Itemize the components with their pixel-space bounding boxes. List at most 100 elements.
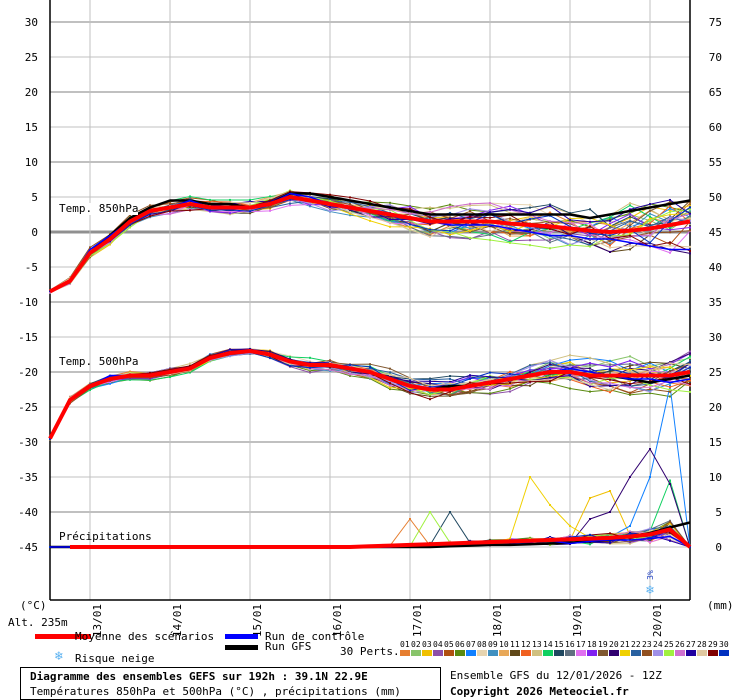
member-point bbox=[309, 203, 311, 206]
right-tick-label: 10 bbox=[709, 471, 722, 484]
member-point bbox=[289, 190, 291, 193]
member-point bbox=[629, 234, 631, 237]
member-point bbox=[229, 213, 231, 216]
member-point bbox=[409, 212, 411, 215]
left-tick-label: -15 bbox=[18, 331, 38, 344]
member-point bbox=[629, 233, 631, 236]
member-point bbox=[509, 235, 511, 238]
member-point bbox=[449, 223, 451, 226]
right-tick-label: 60 bbox=[709, 121, 722, 134]
member-point bbox=[149, 376, 151, 379]
mean-precip-line bbox=[70, 527, 692, 549]
member-point bbox=[269, 199, 271, 202]
member-point bbox=[429, 216, 431, 219]
x-tick-label: 17/01 bbox=[411, 604, 424, 637]
member-point bbox=[409, 518, 411, 520]
member-point bbox=[669, 366, 671, 369]
member-point bbox=[429, 398, 431, 401]
member-point bbox=[609, 218, 611, 221]
member-color-swatch bbox=[433, 650, 443, 656]
member-point bbox=[389, 367, 391, 370]
member-point bbox=[669, 228, 671, 231]
member-point bbox=[569, 221, 571, 224]
member-point bbox=[669, 207, 671, 210]
left-tick-label: 5 bbox=[31, 191, 38, 204]
member-point bbox=[449, 390, 451, 393]
member-point bbox=[229, 198, 231, 201]
member-point bbox=[549, 536, 551, 539]
x-tick-label: 19/01 bbox=[571, 604, 584, 637]
member-point bbox=[569, 233, 571, 236]
member-point bbox=[549, 368, 551, 371]
member-point bbox=[689, 208, 691, 211]
member-point bbox=[629, 392, 631, 395]
member-point bbox=[609, 490, 611, 492]
member-point bbox=[429, 208, 431, 211]
member-point bbox=[609, 242, 611, 245]
member-point bbox=[689, 211, 691, 214]
member-point bbox=[269, 356, 271, 359]
member-point bbox=[609, 362, 611, 365]
member-point bbox=[369, 219, 371, 222]
member-point bbox=[669, 243, 671, 246]
member-point bbox=[529, 378, 531, 381]
member-point bbox=[569, 534, 571, 537]
member-point bbox=[569, 218, 571, 221]
member-point bbox=[629, 248, 631, 251]
member-point bbox=[629, 244, 631, 247]
member-point bbox=[669, 388, 671, 391]
member-color-swatch bbox=[675, 650, 685, 656]
member-point bbox=[589, 366, 591, 369]
right-tick-label: 65 bbox=[709, 86, 722, 99]
member-point bbox=[449, 217, 451, 220]
member-point bbox=[369, 373, 371, 376]
member-point bbox=[569, 230, 571, 233]
member-point bbox=[489, 378, 491, 381]
member-point bbox=[349, 203, 351, 206]
snow-risk-label: 3% bbox=[646, 570, 655, 580]
member-point bbox=[629, 525, 631, 527]
member-point bbox=[549, 367, 551, 370]
member-point bbox=[549, 222, 551, 225]
member-t500-line bbox=[49, 348, 691, 440]
member-point bbox=[609, 246, 611, 249]
legend-mean-label: Moyenne des scénarios bbox=[75, 630, 215, 643]
left-tick-label: -40 bbox=[18, 506, 38, 519]
member-point bbox=[269, 350, 271, 353]
snow-risk-icon: ❄ bbox=[645, 583, 654, 598]
member-point bbox=[469, 376, 471, 379]
legend-snow-label: Risque neige bbox=[75, 652, 155, 665]
member-color-swatch bbox=[609, 650, 619, 656]
member-point bbox=[569, 236, 571, 239]
member-point bbox=[109, 381, 111, 384]
altitude-label: Alt. 235m bbox=[8, 616, 68, 629]
member-point bbox=[429, 233, 431, 236]
member-color-swatch bbox=[521, 650, 531, 656]
member-point bbox=[369, 363, 371, 366]
right-tick-label: 0 bbox=[715, 541, 722, 554]
member-point bbox=[609, 533, 611, 536]
member-point bbox=[509, 203, 511, 206]
member-color-swatch bbox=[455, 650, 465, 656]
member-point bbox=[669, 206, 671, 209]
member-point bbox=[629, 540, 631, 543]
member-point bbox=[609, 532, 611, 535]
member-point bbox=[249, 210, 251, 213]
member-point bbox=[529, 476, 531, 478]
member-point bbox=[429, 227, 431, 230]
member-point bbox=[629, 530, 631, 533]
member-point bbox=[609, 250, 611, 253]
member-point bbox=[449, 394, 451, 397]
member-point bbox=[629, 215, 631, 218]
member-point bbox=[569, 374, 571, 377]
member-point bbox=[649, 367, 651, 370]
member-point bbox=[569, 387, 571, 390]
member-point bbox=[549, 211, 551, 214]
label-precip: Précipitations bbox=[59, 530, 152, 543]
member-point bbox=[109, 382, 111, 385]
right-tick-label: 50 bbox=[709, 191, 722, 204]
member-point bbox=[649, 224, 651, 227]
member-point bbox=[329, 197, 331, 200]
member-color-swatch bbox=[642, 650, 652, 656]
